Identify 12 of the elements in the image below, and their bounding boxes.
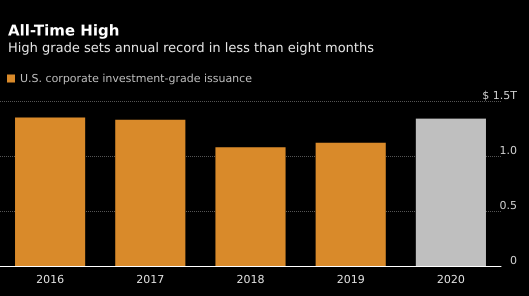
legend-label: U.S. corporate investment-grade issuance	[20, 72, 252, 85]
chart-subtitle: High grade sets annual record in less than eight months	[8, 41, 374, 56]
x-tick-label: 2019	[336, 273, 365, 286]
y-tick-label: 0.5	[500, 199, 517, 212]
x-tick-label: 2017	[136, 273, 164, 286]
chart-title: All-Time High	[8, 22, 120, 40]
y-tick-label: $ 1.5T	[482, 89, 518, 102]
x-tick-label: 2018	[236, 273, 264, 286]
y-tick-label: 1.0	[500, 144, 517, 157]
x-tick-label: 2016	[36, 273, 64, 286]
y-tick-label: 0	[510, 254, 517, 267]
x-tick-label: 2020	[436, 273, 465, 286]
